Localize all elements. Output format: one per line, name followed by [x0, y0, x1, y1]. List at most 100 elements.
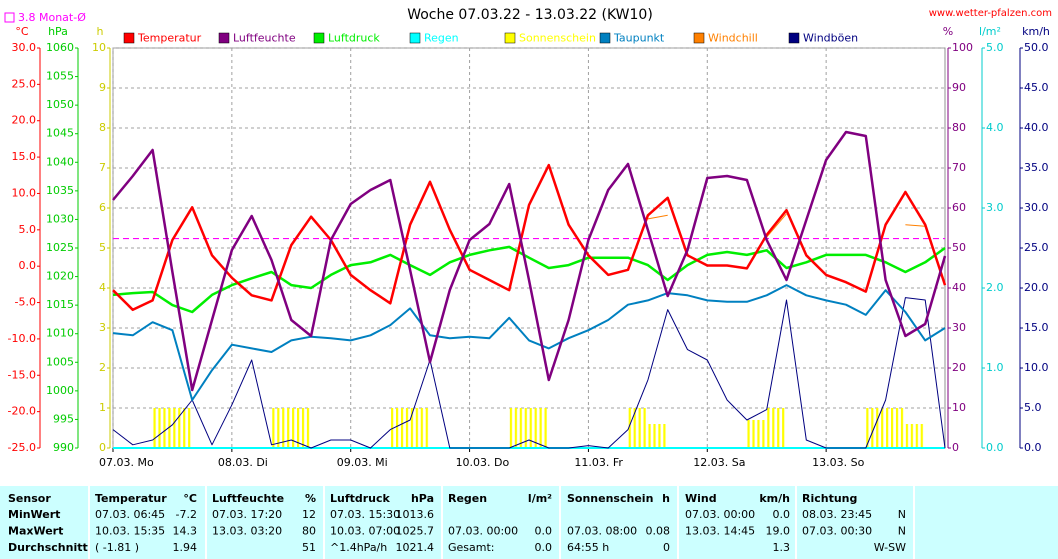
y-tick-label: 10.0: [1024, 361, 1049, 374]
y-tick-label: 30.0: [12, 41, 37, 54]
y-tick-label: 50: [952, 241, 966, 254]
legend-label: Sonnenschein: [519, 32, 596, 45]
x-tick-label: 10.03. Do: [456, 456, 510, 469]
y-tick-label: 1005: [46, 355, 74, 368]
y-axis-unit: hPa: [48, 25, 68, 38]
sunshine-bar: [271, 408, 292, 448]
table-header: l/m²: [528, 492, 552, 505]
table-cell: -7.2: [176, 508, 197, 521]
table-header: hPa: [411, 492, 434, 505]
legend-label: Taupunkt: [613, 32, 665, 45]
y-axis-unit: km/h: [1022, 25, 1050, 38]
y-tick-label: 5: [99, 241, 106, 254]
y-tick-label: 0: [99, 441, 106, 454]
chart-title: Woche 07.03.22 - 13.03.22 (KW10): [407, 7, 653, 23]
table-cell: 19.0: [766, 525, 791, 538]
y-tick-label: 5.0: [1024, 401, 1042, 414]
y-axis-unit: %: [943, 25, 953, 38]
y-tick-label: 1045: [46, 127, 74, 140]
table-cell: N: [898, 508, 906, 521]
table-cell: 13.03. 03:20: [212, 525, 282, 538]
legend-swatch: [409, 32, 421, 44]
table-row-label: Durchschnitt: [8, 541, 88, 554]
y-tick-label: 5.0: [19, 223, 37, 236]
sunshine-bar: [628, 408, 648, 448]
table-cell: 13.03. 14:45: [685, 525, 755, 538]
summary-table: Sensor Temperatur °C Luftfeuchte% Luftdruck h…: [8, 486, 915, 559]
table-cell: 1013.6: [396, 508, 435, 521]
table-cell: 07.03. 00:30: [802, 525, 872, 538]
sunshine-bar: [647, 424, 668, 448]
table-cell: 07.03. 08:00: [567, 525, 637, 538]
table-header: %: [305, 492, 316, 505]
sunshine-bar: [529, 408, 549, 448]
y-tick-label: 1025: [46, 241, 74, 254]
sunshine-bar: [905, 424, 926, 448]
legend-label: Windchill: [708, 32, 758, 45]
y-tick-label: 1060: [46, 41, 74, 54]
table-header: Luftfeuchte: [212, 492, 284, 505]
table-cell: 1021.4: [396, 541, 435, 554]
series-line: [112, 284, 946, 401]
sunshine-bar: [291, 408, 312, 448]
y-tick-label: 60: [952, 201, 966, 214]
table-cell: 07.03. 06:45: [95, 508, 165, 521]
legend-label: Luftdruck: [328, 32, 380, 45]
y-tick-label: 70: [952, 161, 966, 174]
table-row-label: MaxWert: [8, 525, 63, 538]
y-tick-label: 45.0: [1024, 81, 1049, 94]
y-tick-label: 4: [99, 281, 106, 294]
table-header: km/h: [759, 492, 790, 505]
y-tick-label: 20: [952, 361, 966, 374]
sunshine-bar: [152, 408, 173, 448]
table-cell: Gesamt:: [448, 541, 495, 554]
legend-swatch: [313, 32, 325, 44]
y-axis-unit: l/m²: [979, 25, 1001, 38]
y-tick-label: 995: [53, 412, 74, 425]
legend-label: Temperatur: [137, 32, 202, 45]
monthly-average-swatch: [4, 12, 15, 23]
table-cell: 07.03. 15:30: [330, 508, 400, 521]
table-cell: 14.3: [173, 525, 198, 538]
y-tick-label: -5.0: [15, 296, 36, 309]
y-tick-label: 0.0: [19, 259, 37, 272]
y-tick-label: 15.0: [1024, 321, 1049, 334]
legend-label: Regen: [424, 32, 459, 45]
y-tick-label: 3: [99, 321, 106, 334]
table-cell: ( -1.81 ): [95, 541, 139, 554]
table-header: h: [662, 492, 670, 505]
table-cell: 80: [302, 525, 316, 538]
table-cell: 0.0: [773, 508, 791, 521]
y-tick-label: 0.0: [986, 441, 1004, 454]
table-cell: 10.03. 15:35: [95, 525, 165, 538]
table-header: °C: [183, 492, 197, 505]
y-tick-label: -10.0: [8, 332, 36, 345]
series-line: [112, 297, 946, 449]
y-tick-label: 40.0: [1024, 121, 1049, 134]
y-tick-label: 4.0: [986, 121, 1004, 134]
y-tick-label: 20.0: [12, 114, 37, 127]
y-tick-label: 80: [952, 121, 966, 134]
y-tick-label: 990: [53, 441, 74, 454]
y-tick-label: 6: [99, 201, 106, 214]
y-tick-label: 40: [952, 281, 966, 294]
table-cell: 07.03. 17:20: [212, 508, 282, 521]
y-tick-label: 1.0: [986, 361, 1004, 374]
y-tick-label: 1: [99, 401, 106, 414]
y-tick-label: 1000: [46, 384, 74, 397]
y-tick-label: 50.0: [1024, 41, 1049, 54]
legend-label: Luftfeuchte: [233, 32, 296, 45]
y-tick-label: 1020: [46, 270, 74, 283]
table-cell: 0: [663, 541, 670, 554]
monthly-average-label: 3.8 Monat-Ø: [18, 11, 86, 24]
table-cell: W-SW: [874, 541, 906, 554]
y-tick-label: 9: [99, 81, 106, 94]
table-cell: 08.03. 23:45: [802, 508, 872, 521]
sunshine-bar: [172, 408, 193, 448]
table-cell: 07.03. 00:00: [448, 525, 518, 538]
sunshine-bar: [746, 420, 767, 448]
y-tick-label: 30: [952, 321, 966, 334]
table-header: Temperatur: [95, 492, 167, 505]
